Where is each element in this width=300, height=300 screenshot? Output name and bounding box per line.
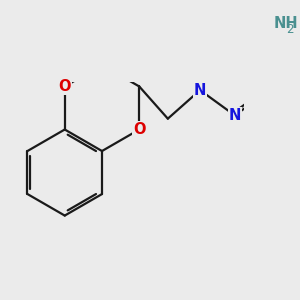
- Text: O: O: [58, 79, 71, 94]
- Text: NH: NH: [274, 16, 298, 31]
- Text: O: O: [133, 122, 146, 137]
- Text: N: N: [194, 82, 206, 98]
- Text: N: N: [229, 108, 241, 123]
- Text: 2: 2: [286, 23, 294, 36]
